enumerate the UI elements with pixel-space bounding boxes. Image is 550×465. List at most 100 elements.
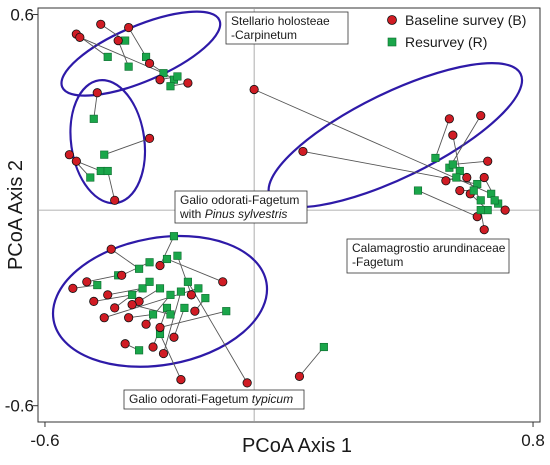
pair-connector-line (107, 170, 116, 201)
baseline-point (106, 244, 116, 254)
resurvey-point (135, 346, 144, 355)
resurvey-point (166, 290, 175, 299)
baseline-point (120, 339, 130, 349)
resurvey-point (145, 277, 154, 286)
group-label-text: with Pinus sylvestris (179, 207, 287, 221)
pair-connector-line (417, 190, 478, 218)
resurvey-point (222, 307, 231, 316)
group-label-text: Calamagrostio arundinaceae (352, 241, 506, 255)
resurvey-point (490, 196, 499, 205)
resurvey-point (173, 72, 182, 81)
resurvey-point (173, 251, 182, 260)
resurvey-point (148, 310, 158, 319)
group-label-frame (346, 238, 510, 274)
group-label-text: Galio odorati-Fagetum (180, 193, 299, 207)
baseline-point (479, 172, 489, 183)
baseline-point (141, 319, 151, 329)
pair-connector-line (253, 89, 492, 195)
baseline-point (158, 348, 169, 359)
resurvey-point (96, 166, 105, 176)
resurvey-point (166, 310, 175, 319)
pair-connector-line (128, 27, 147, 58)
group-label-italic-part: Pinus sylvestris (205, 207, 288, 221)
baseline-point (298, 146, 308, 157)
baseline-point (89, 296, 99, 306)
resurvey-point (145, 258, 154, 267)
pair-connector-line (177, 255, 192, 296)
pair-connector-line (107, 287, 143, 296)
pair-connector-line (93, 294, 133, 302)
baseline-point (155, 322, 165, 333)
baseline-point (113, 35, 123, 46)
resurvey-point (476, 206, 485, 215)
baseline-point (144, 133, 155, 143)
baseline-point (144, 58, 155, 69)
legend-item: Baseline survey (B) (387, 12, 526, 28)
group-label-text: -Fagetum (352, 255, 403, 269)
resurvey-point (166, 82, 175, 91)
y-axis-title: PCoA Axis 2 (5, 160, 27, 270)
y-tick-label: -0.6 (5, 397, 34, 416)
resurvey-point (103, 166, 112, 176)
resurvey-point (86, 173, 95, 182)
pair-connector-line (159, 333, 182, 380)
legend-label: Baseline survey (B) (405, 12, 526, 28)
pair-connector-line (145, 294, 171, 325)
pair-connector-line (117, 40, 130, 67)
resurvey-point (89, 114, 98, 123)
baseline-point (155, 75, 165, 85)
baseline-point (169, 332, 179, 342)
baseline-point (82, 277, 92, 287)
resurvey-point (138, 284, 147, 293)
baseline-point (483, 156, 493, 166)
pair-connector-line (452, 135, 461, 172)
plot-frame (37, 7, 541, 423)
group-label-box: Stellario holosteae-Carpinetum (225, 11, 349, 45)
baseline-point (176, 375, 186, 385)
baseline-point (75, 32, 85, 42)
baseline-point (64, 150, 74, 160)
baseline-point (186, 290, 196, 300)
pair-connector-line (86, 274, 119, 283)
baseline-point (110, 303, 120, 313)
group-label-part: -Fagetum (352, 255, 403, 269)
baseline-point (96, 19, 106, 29)
group-label-text: Stellario holosteae (231, 14, 330, 28)
baseline-point (103, 290, 113, 300)
resurvey-point (319, 342, 328, 352)
baseline-point (249, 84, 259, 95)
baseline-point (124, 313, 134, 323)
baseline-point (455, 185, 465, 196)
baseline-point (148, 342, 158, 352)
resurvey-point (93, 281, 102, 290)
baseline-point (190, 306, 200, 316)
baseline-point (218, 277, 228, 287)
resurvey-point (483, 206, 492, 215)
baseline-point (155, 260, 165, 271)
resurvey-point (183, 277, 192, 286)
baseline-point (99, 313, 109, 323)
y-tick-label: 0.6 (10, 6, 34, 25)
baseline-point (294, 371, 305, 381)
resurvey-point (128, 290, 137, 299)
pair-connector-line (132, 304, 171, 315)
resurvey-point (476, 196, 485, 205)
baseline-point (476, 110, 486, 121)
pair-connector-line (163, 291, 182, 354)
baseline-point (441, 176, 451, 186)
group-label-italic-part: typicum (252, 392, 293, 406)
resurvey-point (180, 303, 189, 312)
baseline-point (242, 378, 252, 388)
baseline-point (124, 22, 134, 33)
resurvey-point (169, 232, 179, 241)
legend-circle-marker (387, 15, 397, 25)
group-label-frame (123, 389, 305, 410)
group-label-part: Galio odorati-Fagetum (129, 392, 252, 406)
group-ellipse (51, 234, 269, 368)
pair-connector-line (166, 258, 223, 283)
baseline-point (183, 78, 193, 88)
baseline-point (500, 205, 510, 215)
